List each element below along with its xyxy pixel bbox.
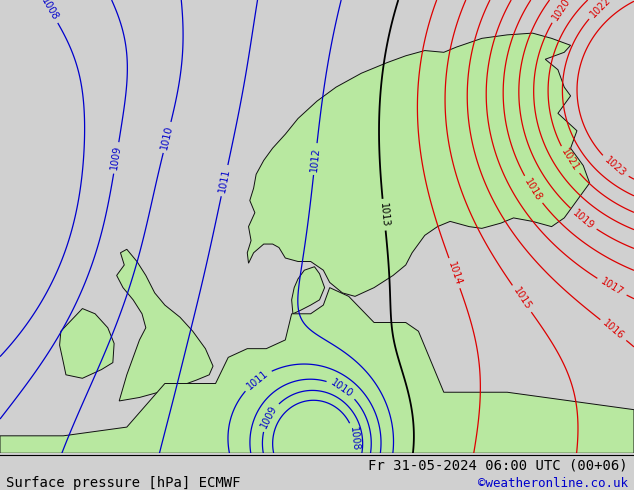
Text: Surface pressure [hPa] ECMWF: Surface pressure [hPa] ECMWF <box>6 475 241 490</box>
Text: 1010: 1010 <box>159 124 175 150</box>
Text: ©weatheronline.co.uk: ©weatheronline.co.uk <box>477 476 628 490</box>
Polygon shape <box>117 249 213 401</box>
Text: 1009: 1009 <box>259 404 279 430</box>
Text: Fr 31-05-2024 06:00 UTC (00+06): Fr 31-05-2024 06:00 UTC (00+06) <box>368 459 628 473</box>
Polygon shape <box>292 267 325 314</box>
Polygon shape <box>60 309 114 378</box>
Text: 1017: 1017 <box>598 276 625 298</box>
Text: 1014: 1014 <box>446 260 463 286</box>
Text: 1010: 1010 <box>329 377 355 399</box>
Text: 1022: 1022 <box>588 0 613 20</box>
Text: 1011: 1011 <box>217 168 232 194</box>
Text: 1011: 1011 <box>245 368 270 392</box>
Polygon shape <box>247 33 590 296</box>
Text: 1021: 1021 <box>559 147 580 173</box>
Polygon shape <box>0 288 634 453</box>
Text: 1012: 1012 <box>309 147 321 172</box>
Text: 1013: 1013 <box>378 202 390 227</box>
Text: 1018: 1018 <box>522 177 544 203</box>
Text: 1008: 1008 <box>348 426 361 451</box>
Text: 1019: 1019 <box>571 207 596 231</box>
Text: 1020: 1020 <box>550 0 572 22</box>
Text: 1016: 1016 <box>601 318 626 342</box>
Text: 1015: 1015 <box>511 286 533 312</box>
Text: 1009: 1009 <box>110 145 123 171</box>
Text: 1023: 1023 <box>602 155 628 178</box>
Text: 1008: 1008 <box>39 0 60 22</box>
